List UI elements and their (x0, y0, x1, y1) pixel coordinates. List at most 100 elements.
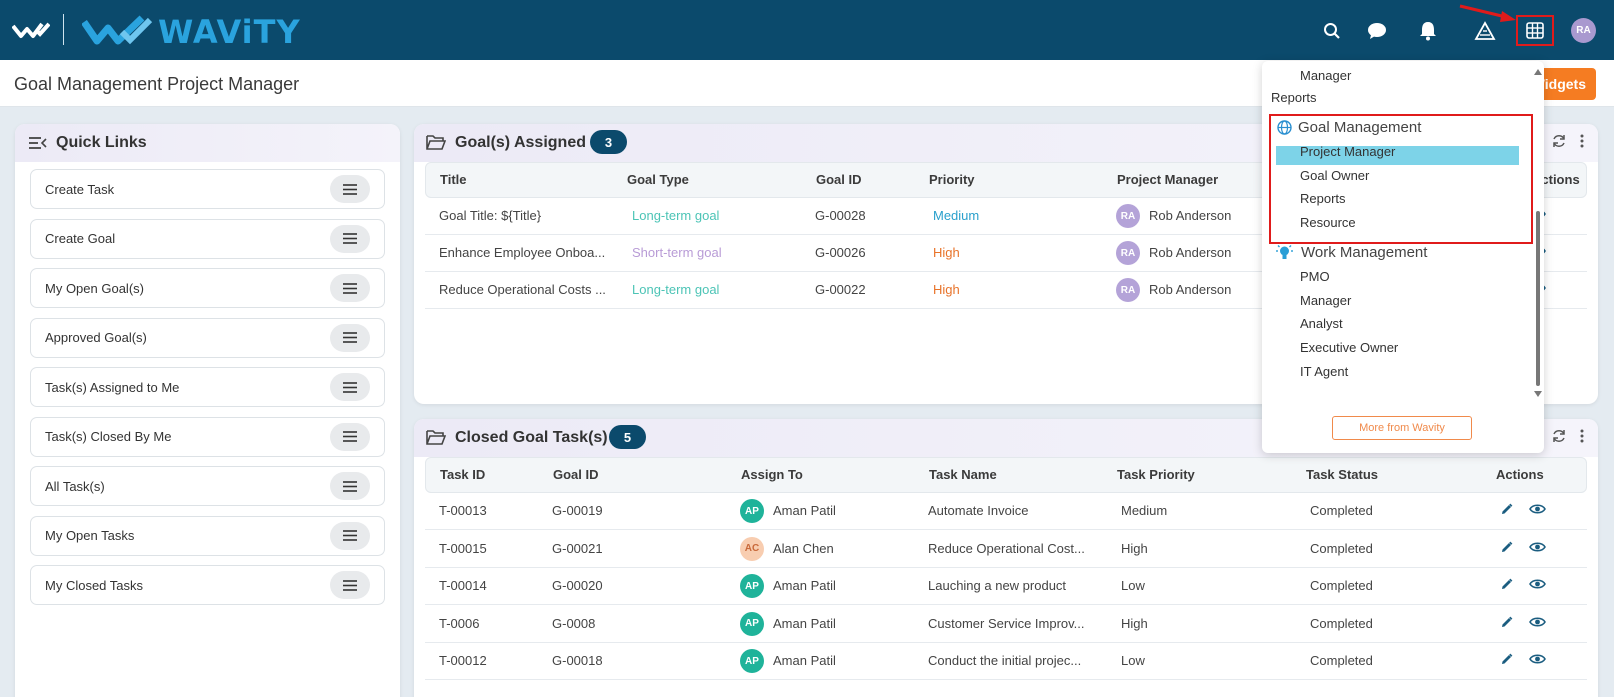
avatar: AP (740, 574, 764, 598)
table-row[interactable]: T-00012 G-00018 AP Aman Patil Conduct th… (425, 643, 1587, 680)
edit-pencil-icon[interactable] (1500, 578, 1513, 591)
quick-link-label: Create Task (45, 181, 115, 197)
user-avatar[interactable]: RA (1571, 18, 1596, 43)
menu-item-project-manager[interactable]: Project Manager (1300, 144, 1396, 159)
table-row[interactable]: Goal Title: ${Title} Long-term goal G-00… (425, 198, 1587, 235)
col-task-status[interactable]: Task Status (1306, 467, 1379, 482)
tasks-panel-title: Closed Goal Task(s) (455, 429, 608, 446)
bell-icon[interactable] (1414, 18, 1442, 44)
col-assign-to[interactable]: Assign To (741, 467, 803, 482)
menu-item-it-agent[interactable]: IT Agent (1300, 364, 1349, 379)
table-row[interactable]: T-0006 G-0008 AP Aman Patil Customer Ser… (425, 606, 1587, 643)
more-vertical-icon[interactable] (1580, 134, 1584, 148)
hamburger-button[interactable] (330, 521, 370, 550)
edit-pencil-icon[interactable] (1500, 653, 1513, 666)
chat-icon[interactable] (1363, 18, 1391, 44)
hamburger-icon (343, 530, 357, 541)
col-project-manager[interactable]: Project Manager (1117, 172, 1219, 187)
task-goal-id: G-00021 (552, 540, 603, 556)
assignee-name: Aman Patil (773, 653, 836, 668)
hamburger-button[interactable] (330, 175, 370, 203)
task-id[interactable]: T-00014 (439, 578, 487, 593)
more-from-wavity-button[interactable]: More from Wavity (1332, 416, 1472, 440)
eye-icon[interactable] (1529, 541, 1546, 553)
menu-collapse-icon[interactable] (29, 136, 47, 150)
menu-scrollbar[interactable] (1536, 211, 1540, 386)
eye-icon[interactable] (1529, 616, 1546, 628)
quick-link-item[interactable]: All Task(s) (30, 466, 385, 506)
alert-triangle-icon[interactable] (1471, 18, 1499, 44)
menu-item-reports[interactable]: Reports (1271, 90, 1317, 105)
quick-link-label: My Open Goal(s) (45, 280, 144, 296)
hamburger-button[interactable] (330, 571, 370, 599)
hamburger-button[interactable] (330, 422, 370, 451)
col-goal-id[interactable]: Goal ID (816, 172, 862, 187)
edit-pencil-icon[interactable] (1500, 503, 1513, 516)
hamburger-button[interactable] (330, 224, 370, 253)
eye-icon[interactable] (1529, 503, 1546, 515)
table-row[interactable]: T-00015 G-00021 AC Alan Chen Reduce Oper… (425, 531, 1587, 568)
wavity-mark-icon[interactable] (12, 20, 50, 40)
menu-item-resource[interactable]: Resource (1300, 215, 1356, 230)
quick-link-item[interactable]: Approved Goal(s) (30, 317, 385, 358)
table-row[interactable]: T-00013 G-00019 AP Aman Patil Automate I… (425, 493, 1587, 530)
refresh-icon[interactable] (1552, 134, 1566, 148)
quick-link-item[interactable]: Create Goal (30, 218, 385, 259)
col-goal-id[interactable]: Goal ID (553, 467, 599, 482)
goal-id: G-00022 (815, 282, 866, 297)
refresh-icon[interactable] (1552, 429, 1566, 443)
quick-link-label: Approved Goal(s) (45, 330, 147, 345)
scroll-up-icon[interactable] (1534, 69, 1542, 75)
col-task-name[interactable]: Task Name (929, 467, 997, 482)
closed-tasks-panel: Closed Goal Task(s) 5 Task ID Goal ID As… (414, 419, 1598, 697)
quick-link-item[interactable]: Create Task (30, 169, 385, 209)
col-goal-type[interactable]: Goal Type (627, 172, 689, 187)
task-status: Completed (1310, 540, 1373, 556)
edit-pencil-icon[interactable] (1500, 616, 1513, 629)
col-title[interactable]: Title (440, 172, 467, 187)
hamburger-button[interactable] (330, 472, 370, 500)
avatar: AC (740, 536, 764, 561)
goal-title[interactable]: Goal Title: ${Title} (439, 208, 542, 223)
app-switcher-menu: Manager Reports Goal Management Project … (1262, 61, 1544, 453)
edit-pencil-icon[interactable] (1500, 541, 1513, 554)
menu-item-executive-owner[interactable]: Executive Owner (1300, 340, 1399, 355)
hamburger-button[interactable] (330, 274, 370, 302)
col-task-id[interactable]: Task ID (440, 467, 486, 482)
quick-link-item[interactable]: My Open Tasks (30, 515, 385, 556)
search-icon[interactable] (1318, 18, 1346, 44)
menu-item-manager[interactable]: Manager (1300, 68, 1352, 83)
highlight-box (1269, 114, 1533, 244)
col-task-priority[interactable]: Task Priority (1117, 467, 1195, 482)
quick-link-item[interactable]: My Open Goal(s) (30, 268, 385, 308)
menu-item-goal-reports[interactable]: Reports (1300, 191, 1346, 206)
table-row[interactable]: Reduce Operational Costs ... Long-term g… (425, 272, 1587, 309)
goal-title[interactable]: Enhance Employee Onboa... (439, 245, 606, 260)
task-status: Completed (1310, 578, 1373, 593)
task-id[interactable]: T-00013 (439, 503, 487, 518)
menu-item-goal-owner[interactable]: Goal Owner (1300, 168, 1370, 183)
app-switcher-button[interactable] (1516, 15, 1554, 46)
table-row[interactable]: Enhance Employee Onboa... Short-term goa… (425, 235, 1587, 272)
goal-title[interactable]: Reduce Operational Costs ... (439, 282, 606, 297)
more-vertical-icon[interactable] (1580, 429, 1584, 443)
col-priority[interactable]: Priority (929, 172, 975, 187)
menu-item-work-manager[interactable]: Manager (1300, 293, 1352, 308)
hamburger-icon (343, 332, 357, 343)
eye-icon[interactable] (1529, 653, 1546, 665)
assignee-name: Aman Patil (773, 503, 836, 518)
task-id[interactable]: T-00012 (439, 653, 487, 668)
quick-link-item[interactable]: Task(s) Assigned to Me (30, 367, 385, 407)
menu-item-pmo[interactable]: PMO (1300, 269, 1330, 284)
task-id[interactable]: T-0006 (439, 615, 480, 631)
hamburger-button[interactable] (330, 373, 370, 401)
task-id[interactable]: T-00015 (439, 540, 487, 556)
hamburger-button[interactable] (330, 323, 370, 352)
menu-item-analyst[interactable]: Analyst (1300, 316, 1343, 331)
goal-priority: High (933, 245, 960, 260)
quick-link-item[interactable]: My Closed Tasks (30, 565, 385, 605)
eye-icon[interactable] (1529, 578, 1546, 590)
scroll-down-icon[interactable] (1534, 391, 1542, 397)
table-row[interactable]: T-00014 G-00020 AP Aman Patil Lauching a… (425, 568, 1587, 605)
quick-link-item[interactable]: Task(s) Closed By Me (30, 416, 385, 457)
